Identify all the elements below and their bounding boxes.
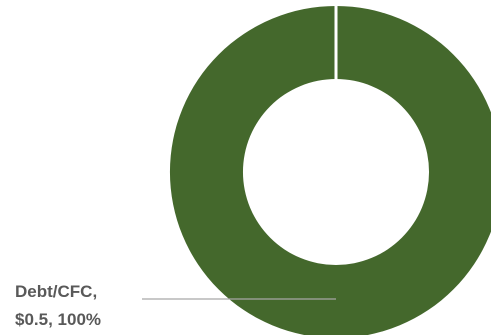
donut-slices — [170, 4, 491, 335]
slice-label-line-2: $0.5, 100% — [15, 310, 101, 329]
donut-slice-debt-cfc — [170, 6, 491, 335]
slice-data-label: Debt/CFC, $0.5, 100% — [15, 282, 102, 329]
slice-label-line-1: Debt/CFC, — [15, 282, 97, 301]
